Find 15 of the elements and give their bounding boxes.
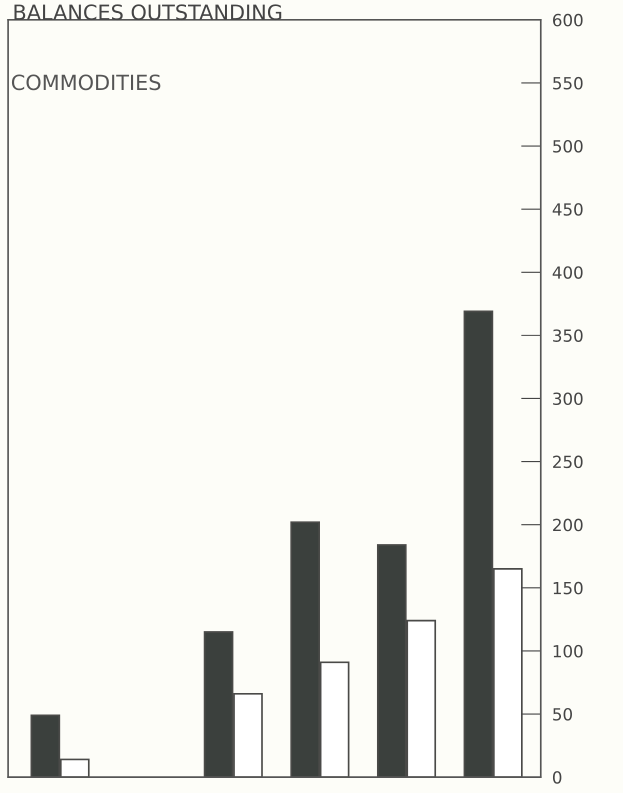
y-tick-label: 50 [553,708,572,721]
y-tick-label: 150 [554,582,583,594]
chart-title: BALANCES OUTSTANDING [14,4,282,20]
y-tick-label: 100 [554,644,583,658]
y-tick-label: 600 [553,14,583,26]
annotation: COMMODITIES [12,74,160,90]
y-tick-label: 300 [553,392,583,406]
y-tick-label: 0 [552,771,562,784]
y-tick-label: 250 [553,456,583,468]
y-tick-label: 200 [553,518,583,532]
y-tick-label: 400 [552,266,583,279]
y-tick-label: 450 [552,203,583,216]
y-tick-label: 500 [553,140,583,153]
y-tick-label: 350 [553,329,583,342]
y-tick-label: 550 [553,76,583,90]
